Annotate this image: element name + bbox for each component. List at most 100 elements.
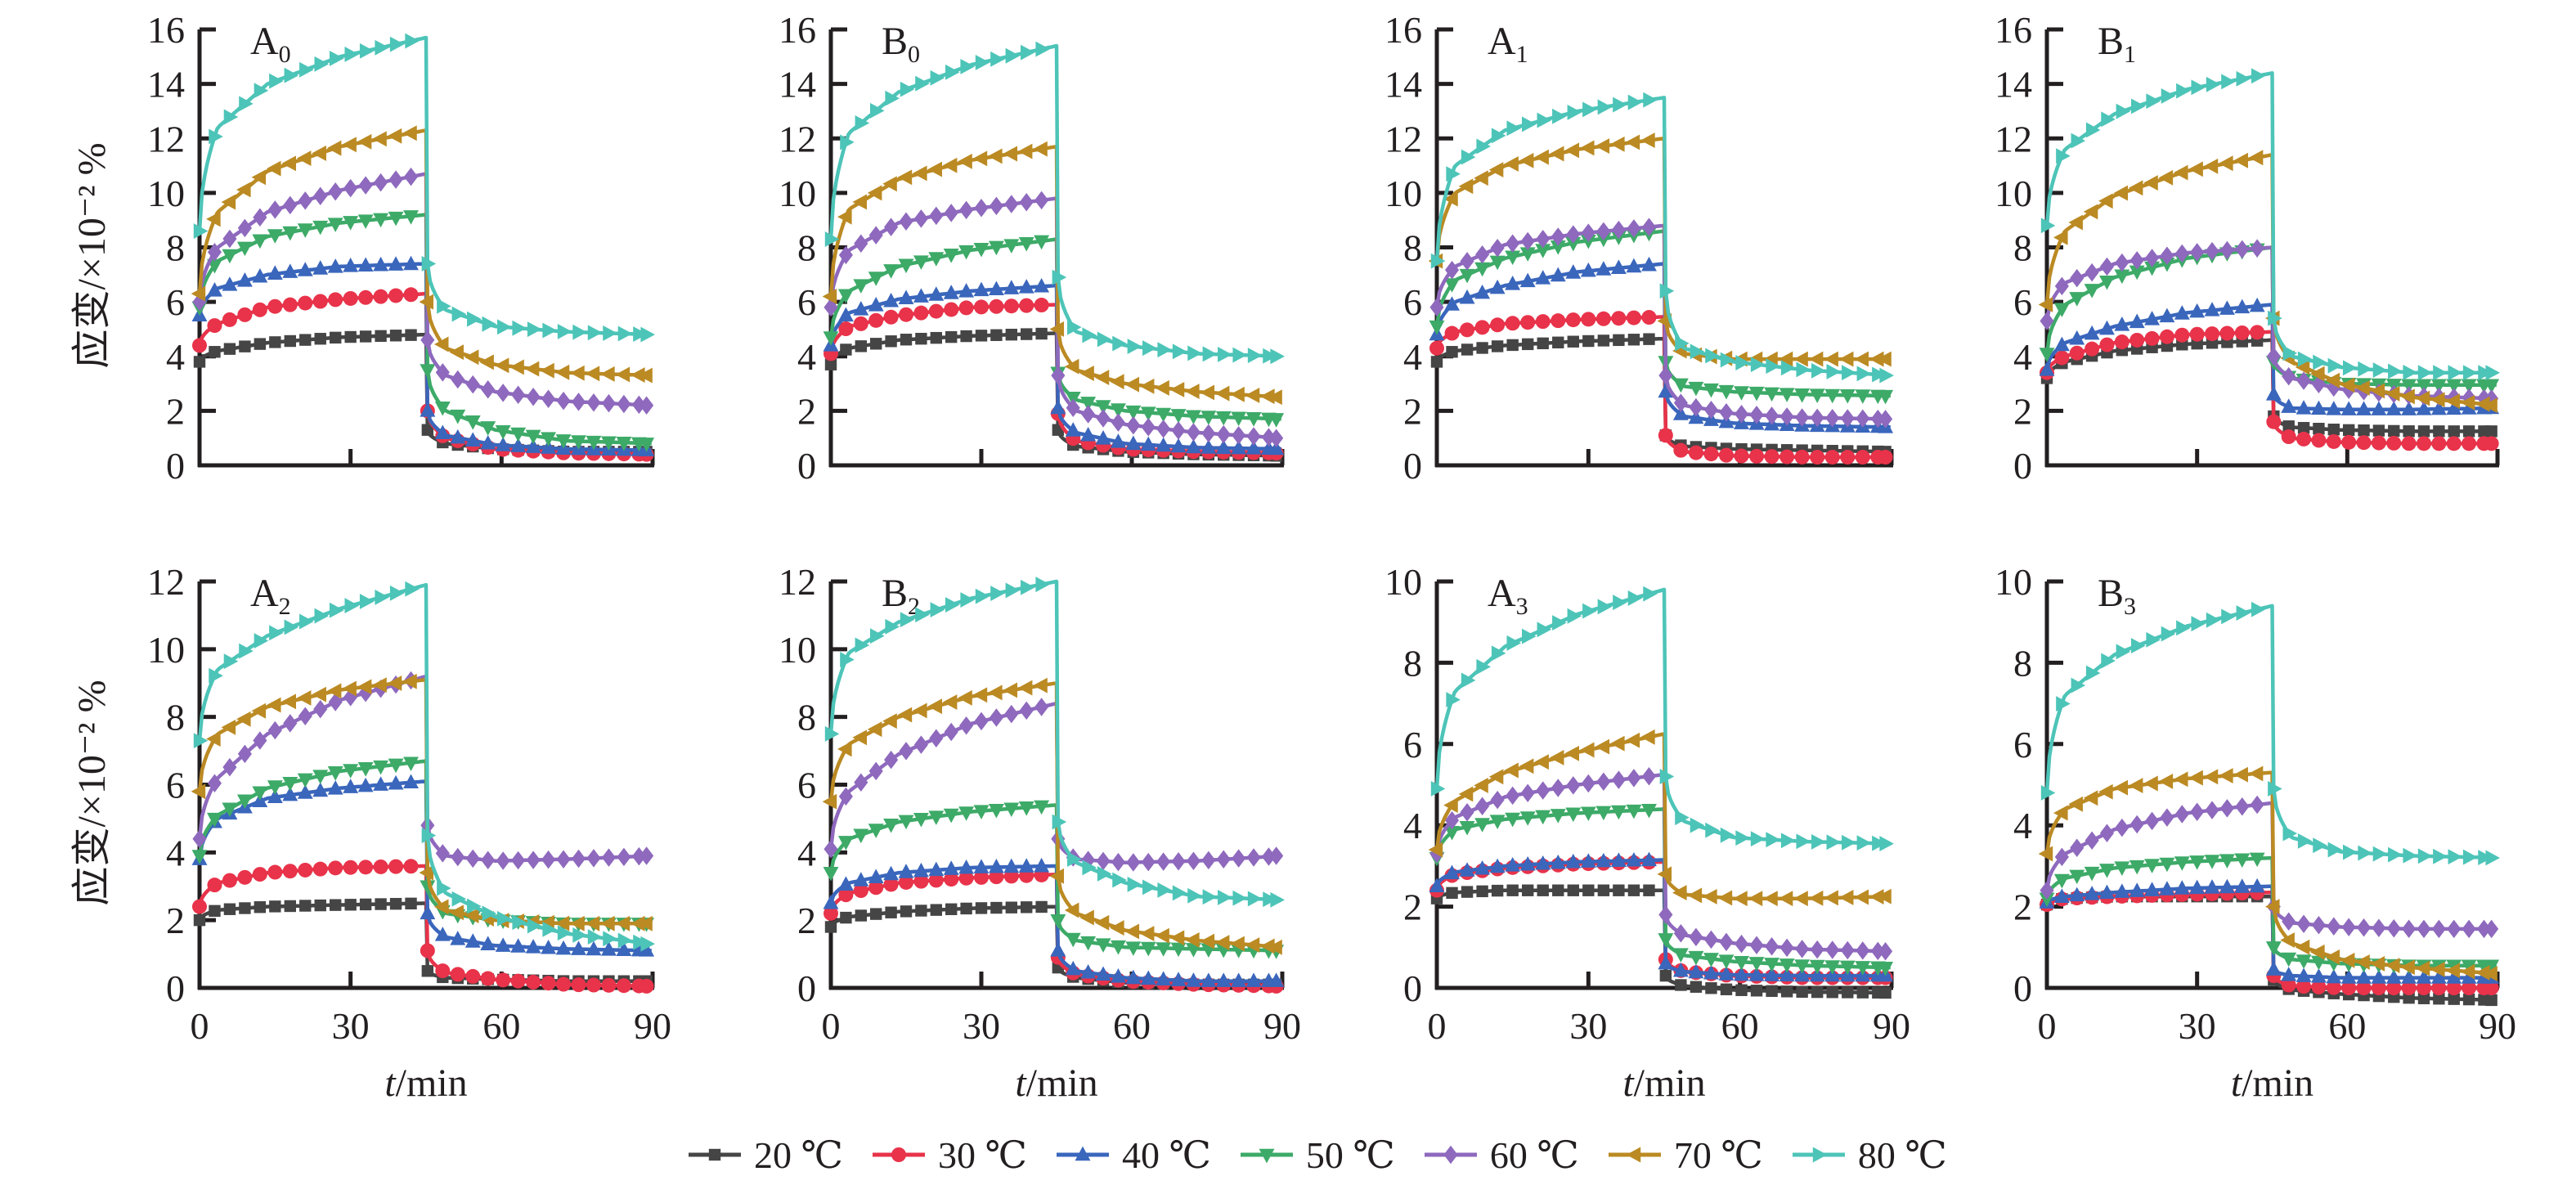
data-point: [838, 887, 854, 903]
data-point: [209, 128, 223, 145]
data-point: [254, 83, 269, 99]
data-point: [1613, 97, 1627, 113]
data-point: [898, 864, 914, 878]
data-point: [1005, 47, 1021, 64]
data-point: [1491, 128, 1506, 144]
data-point: [1110, 920, 1124, 936]
data-point: [853, 301, 869, 316]
data-point: [1582, 603, 1597, 619]
panel-title-subscript: 0: [279, 41, 291, 68]
data-point: [1187, 345, 1202, 361]
y-tick-label: 12: [779, 561, 816, 603]
data-point: [1018, 801, 1034, 816]
data-point: [855, 637, 870, 653]
data-point: [1613, 884, 1625, 896]
panel-title-letter: A: [1488, 572, 1516, 615]
data-point: [915, 904, 927, 917]
data-point: [1658, 366, 1673, 385]
data-point: [1856, 941, 1870, 960]
data-point: [1458, 786, 1474, 802]
data-point: [2115, 818, 2129, 837]
data-point: [252, 267, 268, 283]
data-point: [405, 897, 417, 910]
data-point: [1171, 851, 1186, 871]
y-tick-label: 0: [1403, 967, 1422, 1009]
data-point: [191, 850, 208, 864]
data-point: [870, 338, 882, 350]
data-point: [928, 252, 945, 267]
data-point: [296, 150, 312, 167]
panel-title: A3: [1488, 572, 1528, 620]
data-point: [1004, 195, 1019, 213]
data-point: [1430, 356, 1443, 368]
data-point: [372, 677, 387, 693]
data-point: [586, 977, 601, 993]
data-point: [330, 50, 344, 66]
data-point: [1878, 410, 1893, 429]
data-point: [2400, 388, 2415, 405]
data-point: [1878, 450, 1893, 465]
data-point: [357, 133, 372, 150]
data-point: [2099, 824, 2115, 842]
data-point: [1552, 336, 1564, 348]
data-point: [913, 812, 929, 828]
y-tick-label: 6: [797, 765, 816, 806]
data-point: [2462, 436, 2477, 451]
data-point: [312, 220, 329, 236]
data-point: [1260, 938, 1275, 954]
data-point: [586, 849, 601, 868]
data-point: [373, 760, 389, 775]
data-point: [2403, 364, 2417, 380]
data-point: [1550, 854, 1566, 869]
data-point: [435, 844, 450, 863]
data-point: [1474, 860, 1491, 875]
data-point: [1124, 376, 1140, 393]
data-point: [1878, 389, 1894, 405]
data-point: [2385, 958, 2400, 974]
data-point: [451, 847, 465, 867]
y-tick-label: 4: [1403, 336, 1422, 378]
data-point: [1049, 868, 1065, 884]
data-point: [2478, 365, 2493, 381]
data-point: [1839, 960, 1856, 976]
x-axis-label: t/min: [1015, 1062, 1097, 1105]
data-point: [1186, 423, 1200, 442]
series-30C: [1429, 310, 1893, 465]
data-point: [837, 836, 854, 851]
data-point: [480, 936, 496, 950]
data-point: [973, 281, 990, 297]
data-point: [480, 434, 496, 450]
x-axis-label-unit: /min: [1026, 1062, 1098, 1105]
series-80C: [1430, 586, 1894, 852]
data-point: [343, 178, 358, 198]
data-point: [1793, 351, 1808, 367]
data-point: [193, 223, 209, 239]
data-point: [2191, 79, 2206, 96]
data-point: [824, 921, 837, 933]
data-point: [1185, 438, 1201, 454]
data-point: [1657, 866, 1672, 882]
data-point: [2128, 180, 2143, 196]
x-tick-label: 30: [963, 1005, 1000, 1047]
data-point: [1625, 732, 1640, 748]
data-point: [222, 249, 238, 264]
data-point: [465, 968, 481, 984]
data-point: [480, 421, 496, 436]
series-60C: [1429, 767, 1893, 961]
data-point: [496, 910, 512, 927]
series-70C: [822, 677, 1282, 955]
data-point: [1140, 941, 1156, 957]
data-point: [1535, 314, 1551, 330]
data-point: [2053, 336, 2070, 352]
data-point: [1582, 334, 1595, 348]
data-point: [2113, 185, 2129, 201]
data-point: [1094, 914, 1110, 931]
data-point: [2484, 919, 2499, 939]
data-point: [1854, 351, 1869, 367]
data-point: [1879, 986, 1892, 999]
data-point: [555, 940, 572, 955]
data-point: [2281, 967, 2297, 981]
data-point: [2401, 401, 2417, 415]
panel-title: B1: [2098, 20, 2136, 68]
y-tick-label: 8: [797, 697, 816, 738]
